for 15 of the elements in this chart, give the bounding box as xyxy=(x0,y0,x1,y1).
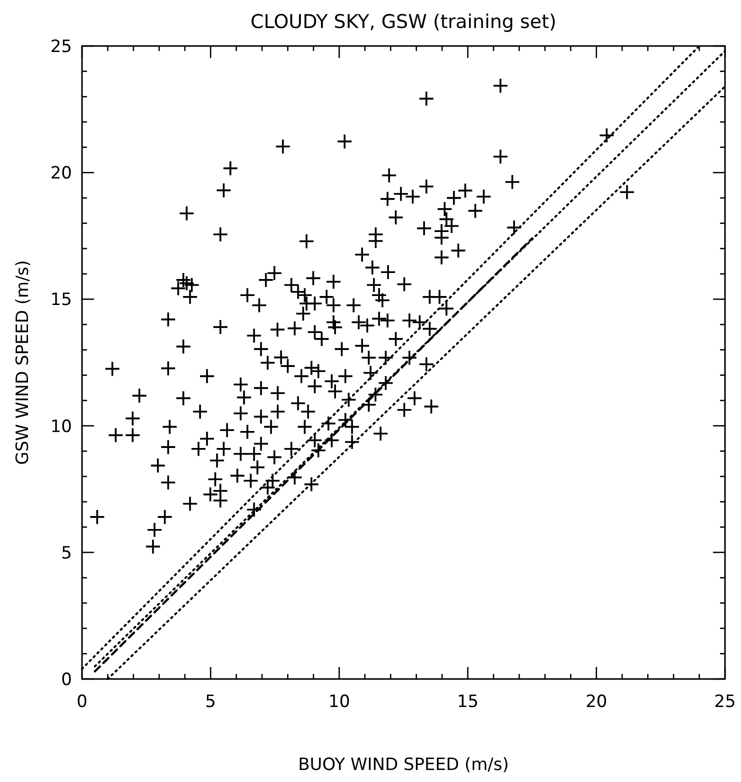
x-tick-label: 0 xyxy=(76,692,88,712)
y-tick-label: 10 xyxy=(50,416,72,437)
x-tick-label: 20 xyxy=(586,692,608,712)
x-tick-label: 5 xyxy=(205,692,216,712)
x-tick-label: 15 xyxy=(456,692,479,712)
y-tick-label: 5 xyxy=(61,543,72,564)
chart-title: CLOUDY SKY, GSW (training set) xyxy=(250,11,556,33)
x-axis-title: BUOY WIND SPEED (m/s) xyxy=(298,755,509,775)
y-tick-label: 0 xyxy=(61,670,72,690)
x-tick-label: 25 xyxy=(714,692,736,712)
y-tick-label: 25 xyxy=(50,36,72,57)
y-axis-title: GSW WIND SPEED (m/s) xyxy=(13,260,33,465)
y-tick-label: 20 xyxy=(50,164,72,184)
x-tick-label: 10 xyxy=(328,692,350,712)
y-tick-label: 15 xyxy=(50,290,72,310)
